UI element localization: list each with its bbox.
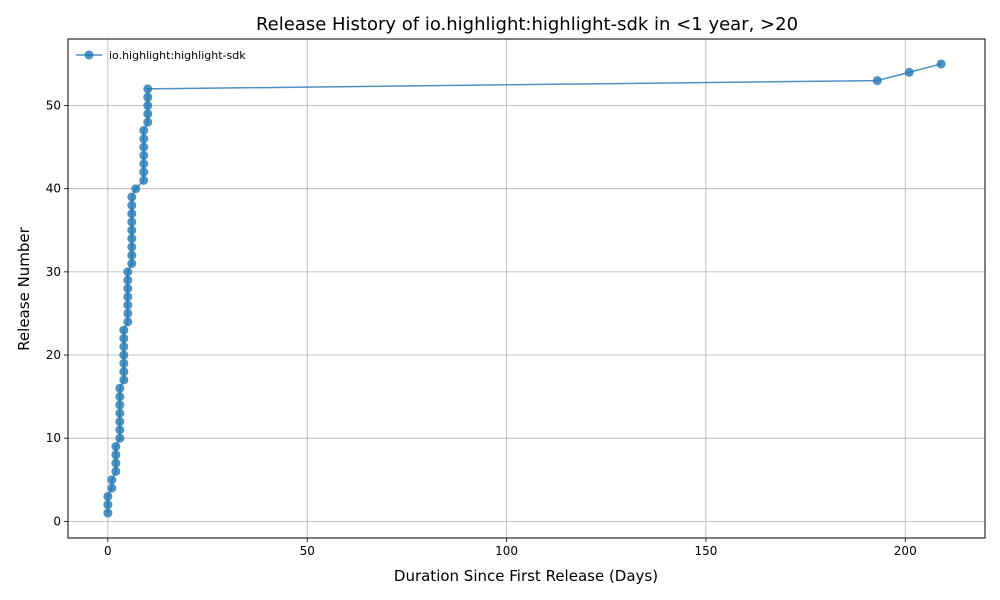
y-tick-label: 0 bbox=[53, 514, 61, 528]
data-point bbox=[123, 284, 133, 293]
data-point bbox=[123, 317, 133, 327]
data-point bbox=[127, 225, 137, 235]
series-layer bbox=[103, 59, 946, 518]
data-point bbox=[139, 167, 149, 177]
grid-lines bbox=[68, 39, 985, 538]
data-point bbox=[904, 67, 914, 77]
x-tick-label: 100 bbox=[495, 544, 518, 558]
x-tick-label: 200 bbox=[894, 544, 917, 558]
data-point bbox=[115, 392, 125, 402]
data-point bbox=[127, 242, 137, 252]
data-point bbox=[107, 483, 117, 493]
y-axis-title: Release Number bbox=[15, 226, 33, 350]
data-point bbox=[143, 84, 153, 94]
x-tick-label: 0 bbox=[104, 544, 112, 558]
data-point bbox=[123, 300, 133, 310]
data-point bbox=[127, 192, 137, 202]
data-point bbox=[115, 383, 125, 393]
data-point bbox=[127, 250, 137, 260]
chart-title: Release History of io.highlight:highligh… bbox=[256, 14, 798, 35]
data-point bbox=[143, 101, 153, 111]
y-tick-label: 10 bbox=[46, 431, 61, 445]
y-tick-label: 30 bbox=[46, 265, 61, 279]
data-point bbox=[127, 217, 137, 227]
data-point bbox=[872, 76, 882, 86]
data-point bbox=[111, 450, 121, 460]
legend: io.highlight:highlight-sdk bbox=[76, 49, 246, 62]
data-point bbox=[131, 184, 141, 194]
plot-frame bbox=[67, 38, 986, 539]
data-point bbox=[115, 408, 125, 418]
data-point bbox=[123, 275, 133, 285]
y-tick-label: 40 bbox=[46, 182, 61, 196]
x-axis-title: Duration Since First Release (Days) bbox=[394, 567, 658, 585]
data-point bbox=[123, 308, 133, 318]
data-point bbox=[119, 367, 129, 377]
data-point bbox=[111, 466, 121, 476]
data-point bbox=[119, 325, 129, 335]
data-point bbox=[143, 92, 153, 102]
legend-marker bbox=[84, 50, 94, 60]
data-point bbox=[119, 333, 129, 343]
data-point bbox=[139, 134, 149, 144]
data-point bbox=[103, 500, 113, 510]
data-point bbox=[111, 458, 121, 468]
data-point bbox=[127, 234, 137, 244]
axis-ticks: 0 50 100 150 200 0 10 20 30 40 50 bbox=[46, 99, 917, 558]
data-point bbox=[127, 259, 137, 269]
data-point bbox=[103, 491, 113, 501]
data-point bbox=[107, 475, 117, 485]
data-point bbox=[123, 267, 133, 277]
x-tick-label: 50 bbox=[300, 544, 315, 558]
data-point bbox=[127, 200, 137, 210]
data-point bbox=[936, 59, 946, 69]
y-tick-label: 20 bbox=[46, 348, 61, 362]
data-point bbox=[139, 142, 149, 152]
data-point bbox=[139, 175, 149, 185]
data-point bbox=[103, 508, 113, 518]
data-point bbox=[143, 109, 153, 119]
data-point bbox=[119, 358, 129, 368]
data-point bbox=[139, 125, 149, 135]
data-point bbox=[119, 375, 129, 385]
data-point bbox=[119, 350, 129, 360]
data-point bbox=[139, 159, 149, 169]
data-point bbox=[115, 425, 125, 435]
legend-label: io.highlight:highlight-sdk bbox=[109, 49, 246, 62]
data-point bbox=[119, 342, 129, 352]
data-point bbox=[139, 150, 149, 160]
data-point bbox=[127, 209, 137, 219]
y-tick-label: 50 bbox=[46, 99, 61, 113]
data-point bbox=[143, 117, 153, 127]
data-point bbox=[115, 400, 125, 410]
data-point bbox=[123, 292, 133, 302]
x-tick-label: 150 bbox=[694, 544, 717, 558]
data-point bbox=[111, 442, 121, 452]
data-point bbox=[115, 433, 125, 443]
data-point bbox=[115, 417, 125, 427]
